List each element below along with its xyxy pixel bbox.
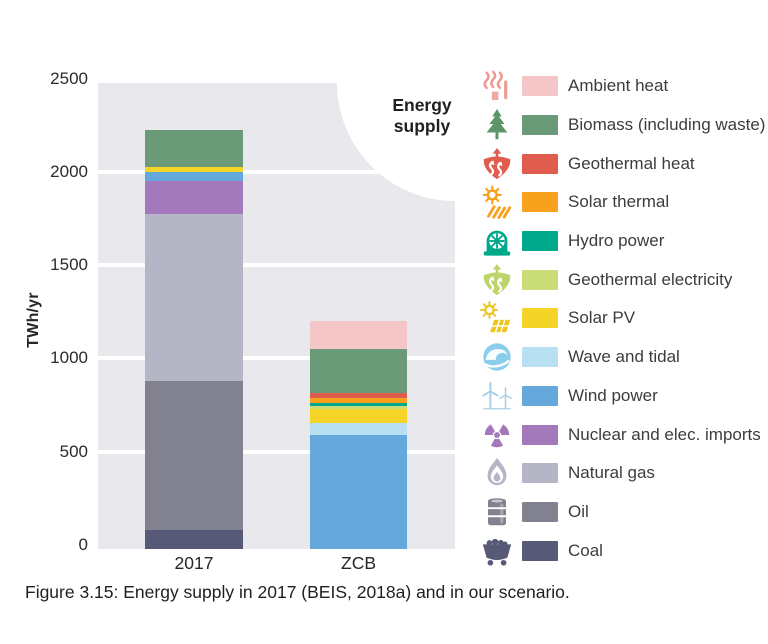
bar-segment-biomass-including-waste xyxy=(310,348,407,394)
bar-zcb xyxy=(310,320,407,549)
legend-label: Nuclear and elec. imports xyxy=(568,424,761,444)
geothermal-heat-icon xyxy=(478,145,516,183)
legend-label: Hydro power xyxy=(568,231,665,251)
bar-segment-coal xyxy=(145,530,243,549)
bar-segment-solar-pv xyxy=(310,409,407,424)
legend-label: Geothermal heat xyxy=(568,153,695,173)
gridline xyxy=(98,170,455,175)
legend-swatch-wave-and-tidal xyxy=(522,347,558,368)
legend-swatch-biomass-including-waste xyxy=(522,115,558,136)
geothermal-electricity-icon xyxy=(478,261,516,299)
legend-label: Natural gas xyxy=(568,463,655,483)
x-tick-label-zcb: ZCB xyxy=(341,553,376,573)
legend-row-ambient-heat: Ambient heat xyxy=(478,67,765,106)
bar-segment-wave-and-tidal xyxy=(310,423,407,436)
bar-segment-geothermal-heat xyxy=(310,393,407,399)
legend-label: Ambient heat xyxy=(568,76,669,96)
x-tick-label-2017: 2017 xyxy=(174,553,214,573)
bar-segment-natural-gas xyxy=(145,213,243,382)
legend-swatch-geothermal-heat xyxy=(522,153,558,174)
legend-swatch-solar-thermal xyxy=(522,192,558,213)
bar-segment-hydro-power xyxy=(310,402,407,406)
bar-segment-ambient-heat xyxy=(310,320,407,349)
legend-label: Solar thermal xyxy=(568,192,670,212)
legend-row-geothermal-heat: Geothermal heat xyxy=(478,144,765,183)
legend-label: Oil xyxy=(568,501,589,521)
figure-caption: Figure 3.15: Energy supply in 2017 (BEIS… xyxy=(25,582,570,602)
flame-icon xyxy=(478,454,516,492)
legend-swatch-oil xyxy=(522,501,558,522)
heat-waves-icon xyxy=(478,67,516,105)
legend: Ambient heat Biomass (including waste) Geo… xyxy=(478,67,765,570)
legend-label: Biomass (including waste) xyxy=(568,115,766,135)
radiation-icon xyxy=(478,416,516,454)
legend-swatch-solar-pv xyxy=(522,308,558,329)
y-tick-label: 2000 xyxy=(50,162,88,182)
bar-segment-solar-thermal xyxy=(310,398,407,403)
sun-panel-icon xyxy=(478,299,516,337)
gridline xyxy=(98,356,455,361)
legend-swatch-hydro-power xyxy=(522,231,558,252)
gridline xyxy=(98,449,455,454)
y-tick-label: 2500 xyxy=(50,69,88,88)
legend-row-solar-thermal: Solar thermal xyxy=(478,183,765,222)
bar-segment-oil xyxy=(145,381,243,531)
legend-swatch-natural-gas xyxy=(522,463,558,484)
bar-segment-wind-power xyxy=(310,435,407,549)
wind-turbine-icon xyxy=(478,377,516,415)
plot-area xyxy=(98,83,455,549)
legend-row-oil: Oil xyxy=(478,493,765,532)
legend-row-solar-pv: Solar PV xyxy=(478,299,765,338)
legend-row-coal: Coal xyxy=(478,531,765,570)
y-tick-label: 1000 xyxy=(50,348,88,368)
legend-swatch-wind-power xyxy=(522,385,558,406)
bar-segment-wind-power xyxy=(145,171,243,182)
legend-swatch-coal xyxy=(522,540,558,561)
legend-row-wave-and-tidal: Wave and tidal xyxy=(478,338,765,377)
legend-row-geothermal-electricity: Geothermal electricity xyxy=(478,260,765,299)
y-tick-label: 500 xyxy=(59,441,88,461)
y-tick-label: 1500 xyxy=(50,255,88,275)
legend-swatch-nuclear-and-elec-imports xyxy=(522,424,558,445)
legend-row-hydro-power: Hydro power xyxy=(478,222,765,261)
y-tick-label: 0 xyxy=(78,534,88,554)
chart-title: Energy supply xyxy=(392,95,452,137)
bar-2017 xyxy=(145,129,243,549)
oil-barrel-icon xyxy=(478,493,516,531)
legend-label: Coal xyxy=(568,540,603,560)
legend-row-wind-power: Wind power xyxy=(478,377,765,416)
sun-rays-icon xyxy=(478,183,516,221)
wave-icon xyxy=(478,338,516,376)
legend-label: Geothermal electricity xyxy=(568,269,733,289)
legend-label: Wave and tidal xyxy=(568,347,680,367)
pine-tree-icon xyxy=(478,106,516,144)
gridline xyxy=(98,263,455,268)
y-axis-label: TWh/yr xyxy=(25,292,42,348)
bar-segment-geothermal-electricity xyxy=(310,405,407,410)
legend-row-biomass-including-waste: Biomass (including waste) xyxy=(478,106,765,145)
legend-row-natural-gas: Natural gas xyxy=(478,454,765,493)
coal-cart-icon xyxy=(478,532,516,570)
bar-segment-nuclear-and-elec-imports xyxy=(145,181,243,214)
legend-swatch-geothermal-electricity xyxy=(522,269,558,290)
legend-label: Wind power xyxy=(568,385,658,405)
bar-segment-biomass-including-waste xyxy=(145,129,243,168)
legend-swatch-ambient-heat xyxy=(522,76,558,97)
turbine-dome-icon xyxy=(478,222,516,260)
bar-segment-solar-pv xyxy=(145,167,243,172)
legend-label: Solar PV xyxy=(568,308,636,328)
legend-row-nuclear-and-elec-imports: Nuclear and elec. imports xyxy=(478,415,765,454)
